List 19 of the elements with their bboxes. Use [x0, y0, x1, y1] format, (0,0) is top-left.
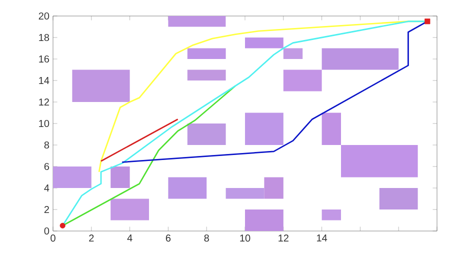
y-tick-label: 0	[44, 227, 50, 235]
x-tick-label: 14	[317, 234, 328, 242]
x-tick-label: 12	[278, 234, 288, 242]
y-tick-label: 8	[44, 141, 50, 149]
y-tick-label: 12	[39, 98, 49, 106]
x-tick-label: 4	[127, 234, 132, 242]
y-tick-label: 18	[39, 34, 50, 42]
y-tick-label: 4	[44, 184, 50, 192]
x-tick-label: 2	[89, 234, 94, 242]
y-tick-label: 2	[44, 206, 49, 213]
x-tick-label: 6	[166, 234, 171, 242]
x-tick-label: 8	[204, 234, 209, 242]
y-tick-label: 14	[39, 77, 50, 84]
x-tick-label: 10	[240, 234, 250, 242]
y-tick-label: 16	[39, 55, 50, 63]
y-tick-label: 20	[38, 12, 50, 20]
y-tick-label: 10	[39, 120, 50, 128]
x-tick-label: 0	[50, 234, 56, 242]
y-tick-label: 6	[44, 162, 50, 170]
